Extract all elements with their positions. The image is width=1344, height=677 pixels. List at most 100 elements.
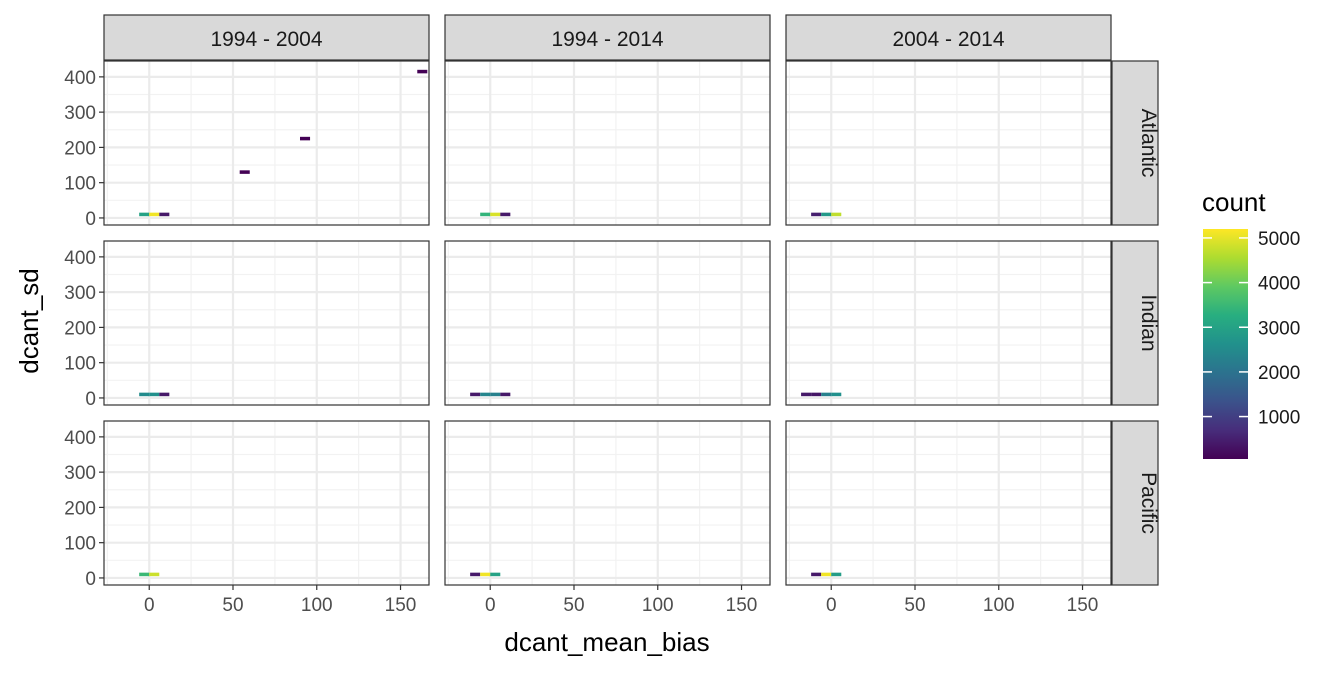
y-tick-label: 300	[64, 103, 96, 124]
panel-border	[444, 420, 771, 586]
heatmap-cell	[480, 392, 491, 397]
x-tick-label: 150	[1067, 595, 1099, 616]
heatmap-cell	[821, 572, 832, 577]
heatmap-cell	[811, 572, 822, 577]
x-tick-label: 0	[485, 595, 496, 616]
panel-2004-2014-indian	[785, 240, 1112, 406]
x-tick-label: 100	[301, 595, 333, 616]
heatmap-cell	[500, 392, 511, 397]
panel-1994-2014-pacific: 0 50 100 150	[444, 420, 771, 616]
legend-colorbar	[1203, 229, 1248, 459]
heatmap-cell	[139, 572, 150, 577]
panel-background	[445, 421, 770, 585]
legend-tick-label: 5000	[1258, 229, 1300, 250]
x-tick-label: 50	[904, 595, 925, 616]
facet-strip-row-atlantic	[1111, 60, 1159, 226]
panel-border	[785, 420, 1112, 586]
x-tick-label: 50	[563, 595, 584, 616]
facet-strip-col-1994-2014	[444, 14, 771, 61]
y-tick-label: 200	[64, 318, 96, 339]
panel-border	[444, 240, 771, 406]
heatmap-cell	[500, 212, 511, 217]
facet-label-col-2004-2014: 2004 - 2014	[892, 28, 1004, 51]
facet-label-row-atlantic: Atlantic	[1137, 109, 1160, 178]
x-tick-label: 0	[826, 595, 837, 616]
y-tick-label: 400	[64, 428, 96, 449]
panel-border	[785, 240, 1112, 406]
heatmap-cell	[480, 212, 491, 217]
heatmap-cell	[159, 392, 170, 397]
panel-background	[786, 421, 1111, 585]
panel-1994-2004-atlantic: 0 100 200 300 400	[64, 60, 430, 230]
panel-background	[786, 61, 1111, 225]
facet-strip-row-indian	[1111, 240, 1159, 406]
heatmap-cell	[417, 69, 428, 74]
heatmap-cell	[821, 212, 832, 217]
legend-tick-label: 4000	[1258, 274, 1300, 295]
y-tick-label: 100	[64, 534, 96, 555]
heatmap-cell	[801, 392, 812, 397]
panel-background	[445, 61, 770, 225]
facet-strip-col-1994-2004	[103, 14, 430, 61]
facet-strip-col-2004-2014	[785, 14, 1112, 61]
facet-strip-row-pacific	[1111, 420, 1159, 586]
panel-background	[104, 61, 429, 225]
legend-title: count	[1202, 187, 1266, 217]
y-tick-label: 100	[64, 174, 96, 195]
heatmap-cell	[239, 170, 250, 174]
panel-1994-2004-pacific: 0 100 200 300 400 0 50 100 150	[64, 420, 430, 616]
heatmap-cell	[470, 572, 481, 577]
facet-label-row-pacific: Pacific	[1137, 472, 1160, 534]
legend-tick-label: 2000	[1258, 363, 1300, 384]
heatmap-cell	[159, 212, 170, 217]
panel-border	[103, 420, 430, 586]
heatmap-cell	[831, 392, 842, 397]
x-tick-label: 100	[983, 595, 1015, 616]
heatmap-cell	[490, 392, 501, 397]
y-tick-label: 200	[64, 498, 96, 519]
heatmap-cell	[149, 572, 160, 577]
x-tick-label: 50	[222, 595, 243, 616]
legend-tick-label: 3000	[1258, 318, 1300, 339]
panel-border	[785, 60, 1112, 226]
y-tick-label: 100	[64, 354, 96, 375]
legend-tick-label: 1000	[1258, 408, 1300, 429]
facet-label-col-1994-2014: 1994 - 2014	[551, 28, 663, 51]
y-tick-label: 0	[85, 209, 96, 230]
x-tick-label: 0	[144, 595, 155, 616]
heatmap-cell	[480, 572, 491, 577]
heatmap-cell	[149, 212, 160, 217]
panel-2004-2014-pacific: 0 50 100 150	[785, 420, 1112, 616]
facet-label-row-indian: Indian	[1137, 294, 1160, 351]
panel-background	[786, 241, 1111, 405]
y-tick-label: 0	[85, 569, 96, 590]
heatmap-cell	[300, 136, 311, 141]
y-tick-label: 300	[64, 463, 96, 484]
heatmap-cell	[821, 392, 832, 397]
y-tick-label: 400	[64, 248, 96, 269]
x-axis-title: dcant_mean_bias	[504, 627, 709, 657]
panel-border	[103, 240, 430, 406]
heatmap-cell	[811, 212, 822, 217]
panel-background	[445, 241, 770, 405]
heatmap-cell	[490, 212, 501, 217]
x-tick-label: 150	[726, 595, 758, 616]
panel-border	[444, 60, 771, 226]
heatmap-cell	[490, 572, 501, 577]
heatmap-cell	[139, 212, 150, 217]
panel-background	[104, 241, 429, 405]
y-axis-title: dcant_sd	[14, 268, 44, 374]
panel-1994-2014-atlantic	[444, 60, 771, 226]
panel-border	[103, 60, 430, 226]
x-tick-label: 100	[642, 595, 674, 616]
panel-background	[104, 421, 429, 585]
heatmap-cell	[831, 572, 842, 577]
y-tick-label: 0	[85, 389, 96, 410]
heatmap-cell	[811, 392, 822, 397]
panel-1994-2014-indian	[444, 240, 771, 406]
y-tick-label: 200	[64, 138, 96, 159]
panel-1994-2004-indian: 0 100 200 300 400	[64, 240, 430, 410]
y-tick-label: 400	[64, 68, 96, 89]
panel-2004-2014-atlantic	[785, 60, 1112, 226]
